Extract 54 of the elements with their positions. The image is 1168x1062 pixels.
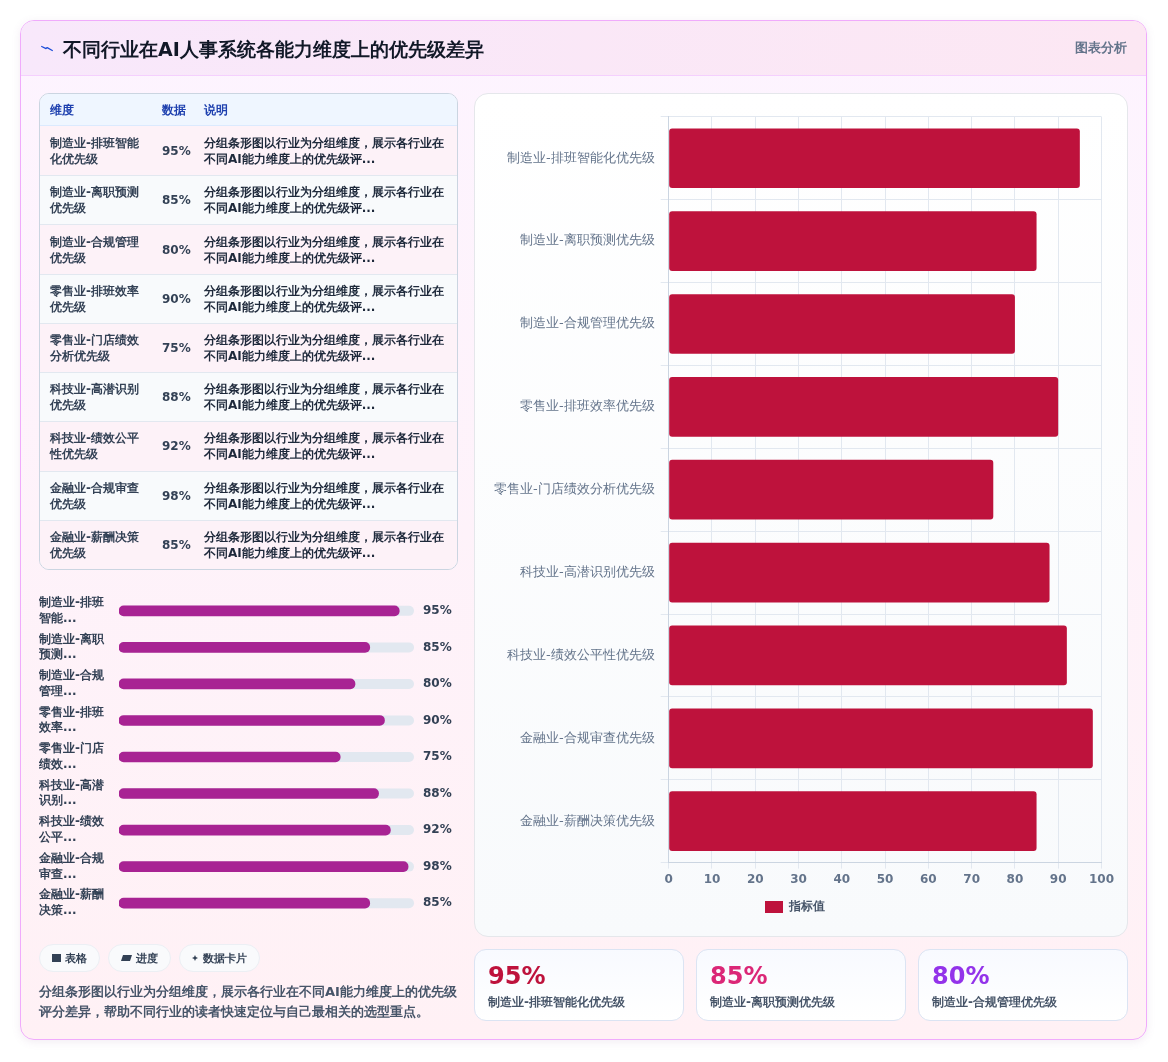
- x-tick-label: 0: [664, 871, 673, 886]
- data-label: 88%: [423, 785, 452, 800]
- data-label: 75%: [423, 749, 452, 764]
- y-tick-label: 制造业-合规管理优先级: [519, 315, 655, 331]
- category-label: 制造业-排班智能化优先级: [488, 994, 625, 1010]
- y-tick-label: 零售业-排班效率...: [38, 704, 104, 735]
- category-label: 制造业-合规管理优先级: [932, 994, 1057, 1010]
- table-row: 制造业-排班智能化优先级 95% 分组条形图以行业为分组维度，展示各行业在不同AI能力维度上的优先级评...: [40, 126, 457, 176]
- y-tick-label: 科技业-绩效公平...: [38, 814, 105, 844]
- y-tick-label: 制造业-排班智能化优先级: [506, 149, 655, 165]
- table-row: 制造业-合规管理优先级 80% 分组条形图以行业为分组维度，展示各行业在不同AI能力维度上的优先级评...: [40, 224, 457, 274]
- x-tick-label: 50: [876, 871, 894, 886]
- x-tick-label: 30: [790, 871, 807, 886]
- y-tick-label: 制造业-排班智能...: [38, 595, 104, 625]
- x-tick-label: 90: [1049, 871, 1067, 886]
- data-label: 92%: [423, 822, 452, 837]
- y-tick-label: 零售业-门店绩效分析优先级: [493, 481, 655, 497]
- y-tick-label: 金融业-薪酬决策优先级: [519, 812, 655, 828]
- text: 分组条形图以行业为分组维度，展示各行业在不同AI能力维度上的优先级评分差异，帮助不同行业的读者快速定位与自己最相关的选型重点。: [39, 983, 458, 1021]
- data-label: 80%: [423, 676, 452, 691]
- x-tick-label: 70: [963, 871, 980, 886]
- x-tick-label: 10: [703, 871, 721, 886]
- y-tick-label: 金融业-合规审查...: [38, 850, 105, 881]
- x-tick-label: 100: [1088, 871, 1115, 886]
- y-tick-label: 科技业-高潜识别...: [38, 777, 104, 808]
- data-label: 85%: [423, 639, 452, 654]
- x-tick-label: 40: [833, 871, 851, 886]
- legend-label: 指标值: [788, 899, 825, 914]
- text: 不同行业在AI人事系统各能力维度上的优先级差异: [63, 37, 484, 62]
- x-tick-label: 60: [920, 871, 937, 886]
- category-label: 制造业-离职预测优先级: [710, 994, 835, 1010]
- y-tick-label: 科技业-高潜识别优先级: [519, 563, 655, 579]
- y-tick-label: 科技业-绩效公平性优先级: [506, 646, 655, 662]
- y-tick-label: 制造业-离职预测优先级: [519, 232, 655, 248]
- card: 85% 制造业-离职预测优先级: [696, 949, 906, 1021]
- table-row: 零售业-门店绩效分析优先级 75% 分组条形图以行业为分组维度，展示各行业在不同AI能力维度上的优先级评...: [40, 322, 457, 373]
- text: 图表分析: [1075, 40, 1127, 56]
- y-tick-label: 零售业-排班效率优先级: [519, 398, 655, 414]
- y-tick-label: 零售业-门店绩效...: [38, 741, 104, 771]
- card: 95% 制造业-排班智能化优先级: [474, 949, 684, 1021]
- data-label: 95%: [423, 602, 452, 617]
- data-label: 98%: [423, 858, 452, 873]
- y-tick-label: 金融业-薪酬决策...: [38, 887, 104, 918]
- x-tick-label: 20: [746, 871, 764, 886]
- table-row: 科技业-绩效公平性优先级 92% 分组条形图以行业为分组维度，展示各行业在不同AI能力维度上的优先级评...: [40, 421, 457, 471]
- x-tick-label: 80: [1006, 871, 1024, 886]
- table-header: 维度 数据 说明: [40, 94, 457, 126]
- y-tick-label: 制造业-合规管理...: [38, 668, 105, 698]
- card: 80% 制造业-合规管理优先级: [918, 949, 1128, 1021]
- data-label: 90%: [423, 712, 452, 727]
- y-tick-label: 金融业-合规审查优先级: [519, 729, 655, 745]
- table-row: 金融业-薪酬决策优先级 85% 分组条形图以行业为分组维度，展示各行业在不同AI能力维度上的优先级评...: [40, 519, 457, 569]
- y-tick-label: 制造业-离职预测...: [38, 631, 105, 662]
- data-label: 85%: [423, 895, 452, 910]
